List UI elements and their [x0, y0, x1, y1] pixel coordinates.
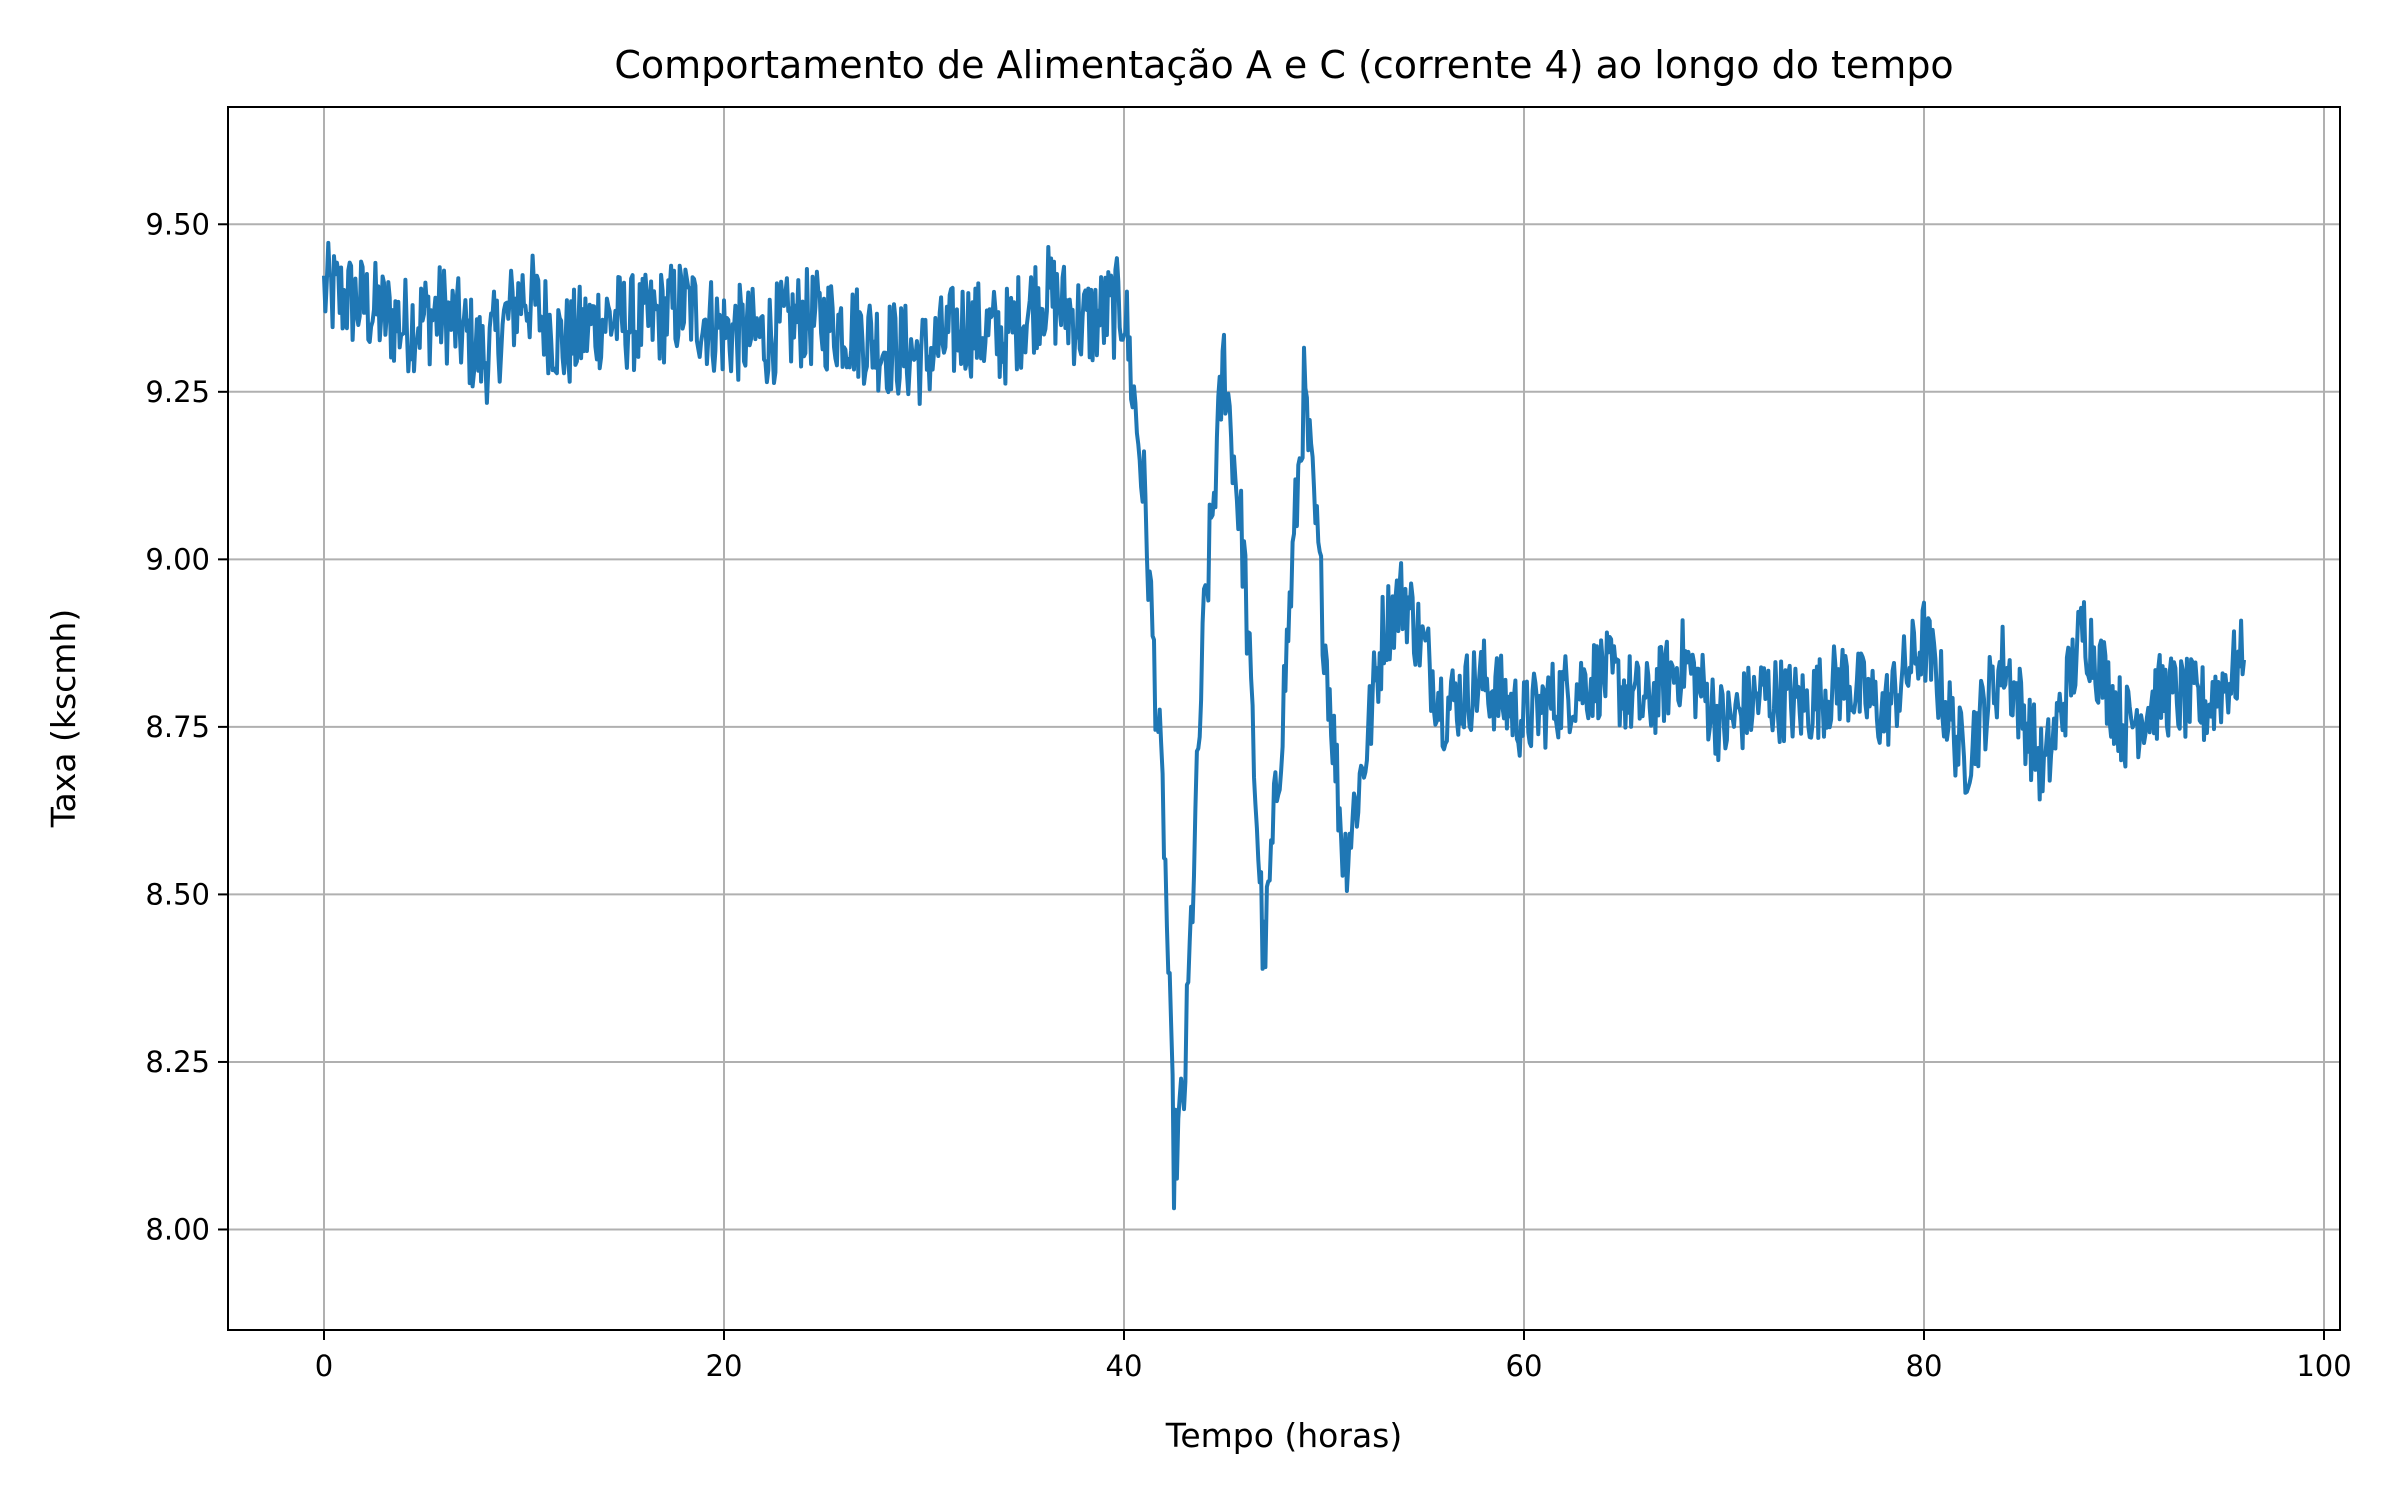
plot-frame: [227, 106, 2341, 1331]
chart-title: Comportamento de Alimentação A e C (corr…: [614, 43, 1953, 87]
x-tick-label: 40: [1106, 1349, 1143, 1383]
x-tick-label: 0: [315, 1349, 333, 1383]
tick-layer: 0 20 40 60 80 100 8.00 8.25 8.50 8.75 9.00 9.25 9.50: [145, 207, 2351, 1383]
x-tick-label: 20: [706, 1349, 743, 1383]
x-tick-label: 80: [1906, 1349, 1943, 1383]
y-tick-label: 9.25: [145, 375, 210, 409]
x-axis-label: Tempo (horas): [1165, 1416, 1402, 1455]
x-tick-label: 60: [1506, 1349, 1543, 1383]
y-tick-label: 8.50: [145, 877, 210, 911]
x-tick-label: 100: [2296, 1349, 2351, 1383]
y-axis-label: Taxa (kscmh): [44, 609, 83, 828]
y-tick-label: 8.25: [145, 1045, 210, 1079]
series-line-0: [322, 240, 2246, 1211]
y-tick-label: 9.50: [145, 207, 210, 241]
y-tick-label: 9.00: [145, 542, 210, 576]
line-layer: [322, 240, 2246, 1211]
y-tick-label: 8.00: [145, 1212, 210, 1246]
y-tick-label: 8.75: [145, 710, 210, 744]
